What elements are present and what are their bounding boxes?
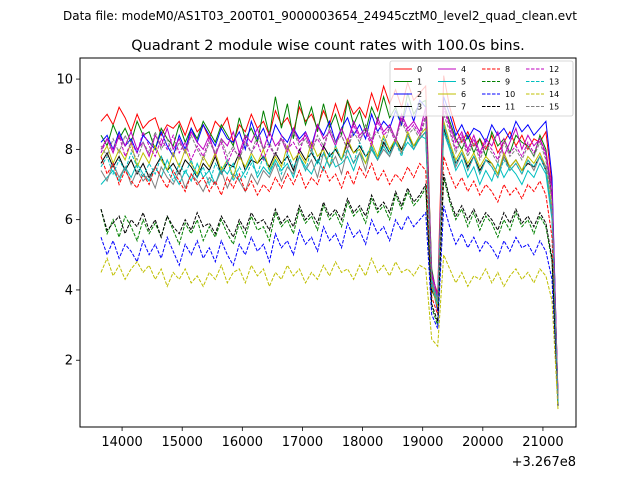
legend-label-10: 10 xyxy=(505,90,515,99)
y-tick-label: 8 xyxy=(65,143,73,158)
series-line-10 xyxy=(100,205,559,406)
x-tick-label: 14000 xyxy=(101,435,142,450)
x-tick-label: 18000 xyxy=(342,435,383,450)
x-tick-label: 19000 xyxy=(402,435,443,450)
axis-layer: 14000 15000 16000 17000 18000 19000 20000 21000… xyxy=(56,73,563,450)
legend-label-1: 1 xyxy=(417,78,422,87)
legend-label-6: 6 xyxy=(461,90,466,99)
series-line-11 xyxy=(100,173,559,406)
legend-label-14: 14 xyxy=(549,90,559,99)
y-tick-label: 2 xyxy=(65,354,73,369)
series-line-1 xyxy=(100,92,559,399)
legend-label-11: 11 xyxy=(505,103,515,112)
legend-label-9: 9 xyxy=(505,78,510,87)
series-line-9 xyxy=(100,177,559,406)
y-tick-label: 6 xyxy=(65,213,73,228)
plot-frame xyxy=(79,57,577,428)
legend-box xyxy=(389,60,574,117)
series-line-3 xyxy=(100,128,559,399)
legend-label-2: 2 xyxy=(417,90,422,99)
y-tick-label: 10 xyxy=(56,73,73,88)
x-tick-label: 16000 xyxy=(222,435,263,450)
series-line-13 xyxy=(100,124,559,403)
chart-title: Quadrant 2 module wise count rates with … xyxy=(131,38,525,54)
legend-label-0: 0 xyxy=(417,65,422,74)
suptitle: Data file: modeM0/AS1T03_200T01_90000036… xyxy=(63,9,577,23)
series-line-5 xyxy=(100,131,559,403)
legend-label-3: 3 xyxy=(417,103,422,112)
legend-label-5: 5 xyxy=(461,78,466,87)
legend-label-13: 13 xyxy=(549,78,559,87)
series-line-15 xyxy=(100,114,559,399)
y-tick-label: 4 xyxy=(65,283,73,298)
x-tick-label: 17000 xyxy=(282,435,323,450)
series-line-8 xyxy=(100,156,559,403)
x-offset-label: +3.267e8 xyxy=(512,455,576,470)
legend-label-15: 15 xyxy=(549,103,559,112)
series-line-14 xyxy=(100,254,559,410)
legend-label-12: 12 xyxy=(549,65,559,74)
legend-label-4: 4 xyxy=(461,65,466,74)
x-tick-label: 20000 xyxy=(462,435,503,450)
series-layer xyxy=(100,75,559,410)
series-line-12 xyxy=(100,107,559,399)
legend-label-7: 7 xyxy=(461,103,466,112)
x-tick-label: 21000 xyxy=(522,435,563,450)
series-line-0 xyxy=(100,75,559,396)
x-tick-label: 15000 xyxy=(162,435,203,450)
legend-label-8: 8 xyxy=(505,65,510,74)
series-line-4 xyxy=(100,103,559,396)
